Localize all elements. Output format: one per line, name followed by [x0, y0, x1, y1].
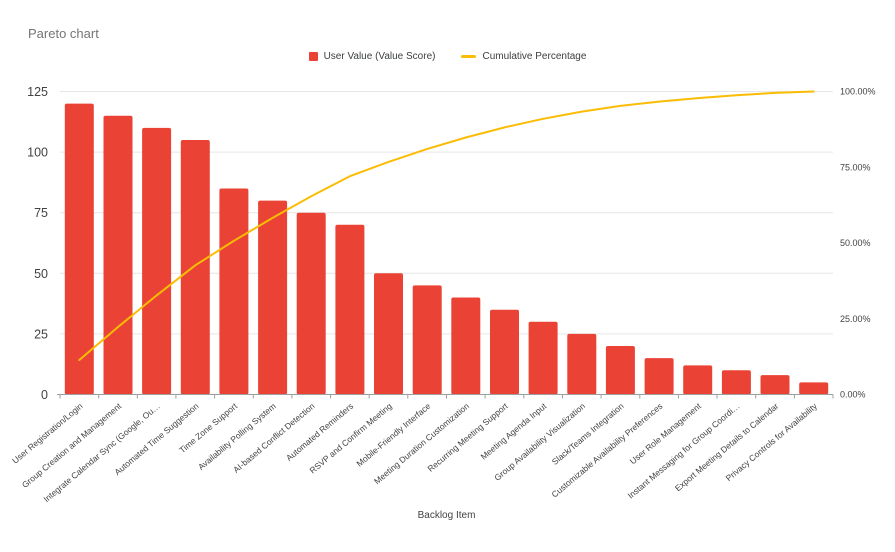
y-axis-tick-label: 0 — [41, 388, 48, 402]
bar[interactable] — [219, 188, 249, 395]
right-axis-tick-label: 50.00% — [840, 238, 871, 248]
bar[interactable] — [451, 297, 481, 395]
bar[interactable] — [64, 103, 94, 395]
bar[interactable] — [412, 285, 442, 395]
x-tick-label: User Role Management — [628, 400, 704, 466]
bar[interactable] — [296, 212, 326, 395]
cumulative-line[interactable] — [78, 90, 815, 361]
right-axis-tick-label: 0.00% — [840, 390, 866, 400]
bar[interactable] — [103, 115, 133, 395]
bar[interactable] — [142, 127, 172, 395]
x-tick-label: Meeting Agenda Input — [479, 400, 549, 461]
x-tick-label: Slack/Teams Integration — [550, 401, 626, 467]
legend-item-user-value: User Value (Value Score) — [308, 51, 436, 62]
right-axis-tick-label: 100.00% — [840, 87, 876, 97]
bar[interactable] — [721, 370, 751, 395]
bar[interactable] — [490, 309, 519, 395]
bar[interactable] — [567, 333, 597, 395]
x-tick-label: User Registration/Login — [10, 401, 85, 466]
legend-item-cumulative: Cumulative Percentage — [461, 51, 586, 62]
legend-label-cumulative: Cumulative Percentage — [482, 51, 587, 62]
right-axis-tick-label: 25.00% — [840, 314, 871, 324]
y-axis-tick-label: 125 — [27, 85, 48, 99]
right-axis-tick-label: 75.00% — [840, 162, 871, 172]
legend: User Value (Value Score) Cumulative Perc… — [0, 51, 895, 62]
x-tick-label: Automated Reminders — [284, 401, 355, 463]
line-series-swatch-icon — [461, 54, 477, 59]
y-axis-tick-label: 50 — [34, 267, 48, 281]
bar[interactable] — [180, 140, 210, 395]
y-axis-tick-label: 75 — [34, 206, 48, 220]
bar[interactable] — [258, 200, 288, 395]
bar[interactable] — [528, 321, 558, 395]
y-axis-tick-label: 100 — [27, 146, 48, 160]
bar-series-swatch-icon — [308, 52, 318, 61]
legend-label-user-value: User Value (Value Score) — [323, 51, 436, 62]
bar[interactable] — [799, 382, 829, 395]
x-tick-label: Mobile-Friendly Interface — [354, 401, 432, 469]
bar[interactable] — [605, 346, 635, 395]
bar[interactable] — [335, 224, 365, 395]
bar[interactable] — [644, 358, 674, 395]
y-axis-tick-label: 25 — [34, 327, 48, 341]
bar[interactable] — [683, 365, 713, 395]
bar[interactable] — [374, 273, 403, 395]
chart-title: Pareto chart — [28, 26, 99, 41]
x-axis-title: Backlog Item — [418, 510, 476, 521]
bar[interactable] — [760, 375, 790, 395]
